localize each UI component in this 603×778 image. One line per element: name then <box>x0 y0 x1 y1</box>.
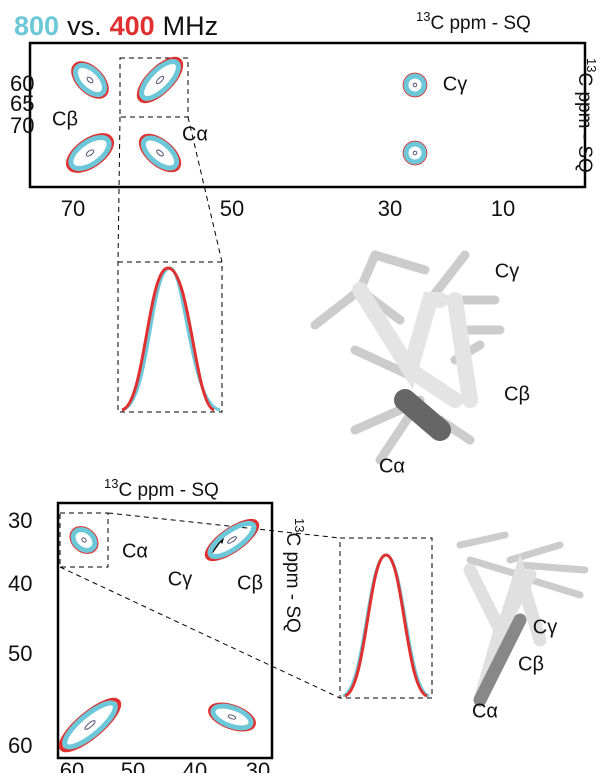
peak-contour <box>223 711 240 723</box>
axis-label-isotope: 13 <box>584 58 599 72</box>
x-tick-label: 70 <box>61 196 85 221</box>
peak-label: Cβ <box>52 108 78 130</box>
axis-label-isotope: 13 <box>104 476 118 491</box>
peak-contour <box>70 60 110 100</box>
x-tick-label: 30 <box>378 196 402 221</box>
peak-contour <box>210 702 254 733</box>
peak-label: Cγ <box>168 568 192 590</box>
peak-contour <box>406 144 424 162</box>
title-part: vs. <box>67 11 102 41</box>
structure-label: Cβ <box>518 653 544 675</box>
x-tick-label: 40 <box>183 758 207 773</box>
peak-contour <box>132 52 187 107</box>
axis-label: 13C ppm - SQ <box>104 476 219 501</box>
y-tick-label: 30 <box>8 508 32 533</box>
x-tick-label: 60 <box>60 758 84 773</box>
structure-label: Cγ <box>533 616 557 638</box>
peak-contour <box>155 75 165 85</box>
peak-label: Cγ <box>443 73 467 95</box>
peak-contour <box>78 534 90 546</box>
y-tick-label: 50 <box>8 641 32 666</box>
peak-contour <box>411 81 418 88</box>
peak-contour <box>413 83 417 87</box>
structure-label: Cβ <box>504 383 530 405</box>
peak-contour <box>62 128 118 178</box>
x-tick-label: 50 <box>121 758 145 773</box>
axis-label: 13C ppm - SQ <box>416 9 531 34</box>
peak-label: Cα <box>122 540 148 562</box>
x-tick-label: 50 <box>220 196 244 221</box>
peak-contour <box>135 129 185 176</box>
title: 800 vs. 400 MHz <box>14 11 218 41</box>
axis-label: 13C ppm - SQ <box>282 518 307 633</box>
peak-label: Cα <box>182 123 208 145</box>
axis-label-text: C ppm - SQ <box>282 532 303 632</box>
title-part: 800 <box>14 11 59 41</box>
peak-contour <box>66 131 115 174</box>
y-tick-label: 40 <box>8 571 32 596</box>
peak-contour <box>67 57 113 103</box>
x-tick-label: 30 <box>246 758 270 773</box>
axis-label-isotope: 13 <box>416 9 430 24</box>
structure-label: Cα <box>472 700 498 722</box>
axis-label: 13C ppm - SQ <box>574 58 599 173</box>
axis-label-text: C ppm - SQ <box>118 480 218 501</box>
peak-contour <box>227 536 238 545</box>
y-tick-label: 70 <box>10 113 34 138</box>
title-part: 400 <box>110 11 155 41</box>
x-tick-label: 10 <box>491 196 515 221</box>
axis-label-isotope: 13 <box>292 518 307 532</box>
structure-label: Cγ <box>495 260 519 282</box>
peak-contour <box>84 719 96 730</box>
peak-contour <box>411 149 418 156</box>
axis-label-text: C ppm - SQ <box>574 72 595 172</box>
title-part: MHz <box>163 11 219 41</box>
y-tick-label: 60 <box>8 733 32 758</box>
axis-label-text: C ppm - SQ <box>430 13 530 34</box>
figure: 800vs.400MHz13C ppm - SQ13C ppm - SQ7050… <box>0 0 603 773</box>
peak-contour <box>406 76 424 94</box>
structure-label: Cα <box>379 455 405 477</box>
peak-contour <box>59 697 121 753</box>
peak-label: Cβ <box>237 572 263 594</box>
structure-1 <box>315 255 500 460</box>
peak-contour <box>413 151 417 155</box>
peak-contour <box>138 132 181 173</box>
